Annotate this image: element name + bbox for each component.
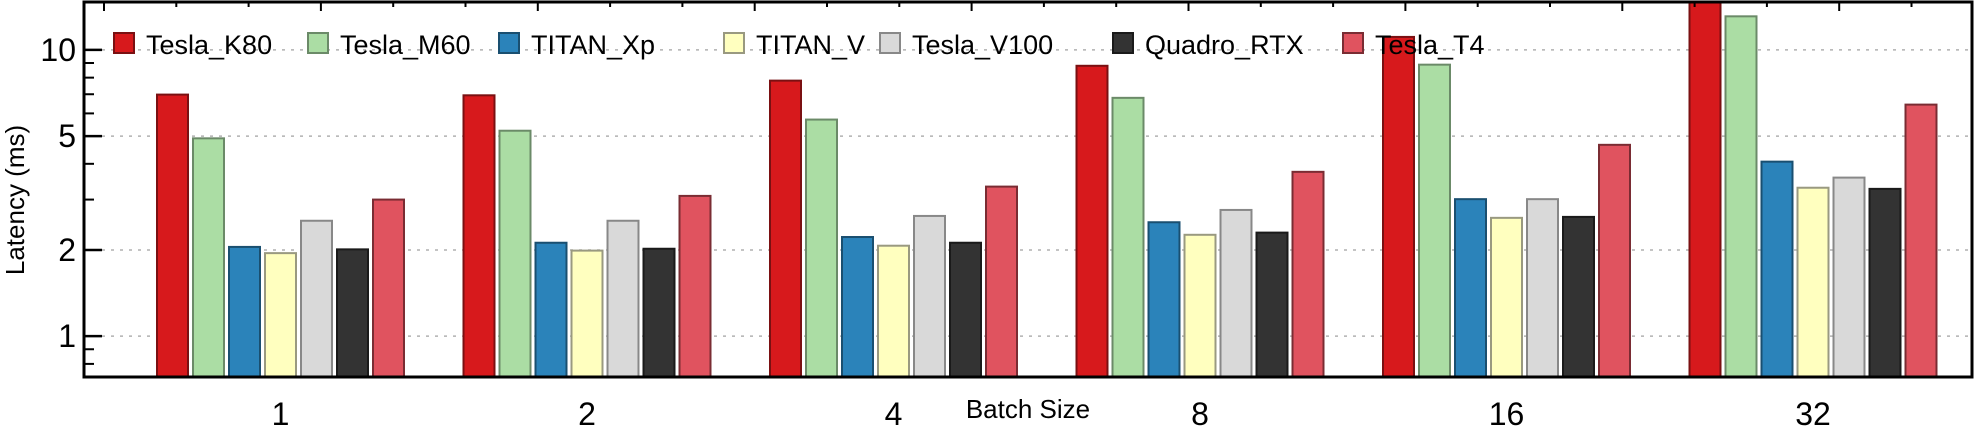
- bar-Quadro_RTX-2: [642, 247, 676, 378]
- legend-item-Tesla_M60: Tesla_M60: [307, 30, 471, 60]
- x-tick-label-32: 32: [1795, 396, 1831, 426]
- legend-swatch-Tesla_V100: [879, 32, 901, 54]
- legend-swatch-Tesla_K80: [113, 32, 135, 54]
- x-axis-title: Batch Size: [966, 394, 1090, 424]
- x-tick-labels: 1 2 4 8 16 32: [272, 396, 1831, 426]
- bar-Quadro_RTX-8: [1255, 231, 1289, 378]
- legend-label-TITAN_V: TITAN_V: [756, 30, 865, 60]
- plot-frame: [82, 0, 1974, 379]
- bar-Tesla_T4-4: [985, 185, 1018, 378]
- legend-label-Quadro_RTX: Quadro_RTX: [1145, 30, 1304, 60]
- bar-Tesla_V100-4: [913, 214, 946, 378]
- y-tick-label-1: 1: [58, 318, 76, 354]
- legend-label-Tesla_M60: Tesla_M60: [340, 30, 471, 60]
- x-tick-label-1: 1: [272, 396, 290, 426]
- bar-Quadro_RTX-4: [949, 241, 982, 378]
- bar-Tesla_M60-1: [192, 137, 225, 378]
- bar-Tesla_V100-2: [606, 219, 640, 378]
- bar-TITAN_Xp-32: [1760, 160, 1794, 378]
- bar-Quadro_RTX-32: [1868, 187, 1902, 378]
- bar-TITAN_V-32: [1796, 186, 1830, 378]
- legend-item-TITAN_Xp: TITAN_Xp: [498, 30, 655, 60]
- bar-Tesla_V100-32: [1832, 176, 1866, 378]
- legend-item-Tesla_K80: Tesla_K80: [113, 30, 272, 60]
- bar-TITAN_V-16: [1490, 216, 1523, 378]
- y-axis-title: Latency (ms): [0, 125, 30, 275]
- legend-swatch-TITAN_V: [723, 32, 745, 54]
- bar-TITAN_Xp-4: [841, 236, 874, 378]
- bar-Tesla_V100-16: [1526, 198, 1559, 378]
- bar-Tesla_M60-32: [1724, 15, 1758, 378]
- bar-Tesla_K80-1: [156, 93, 189, 379]
- bar-Tesla_V100-1: [300, 219, 333, 378]
- bar-Tesla_T4-8: [1291, 170, 1325, 378]
- bar-TITAN_Xp-1: [228, 245, 261, 378]
- x-tick-label-16: 16: [1489, 396, 1525, 426]
- legend-swatch-Tesla_T4: [1342, 32, 1364, 54]
- bar-Tesla_M60-16: [1418, 63, 1451, 379]
- legend-label-Tesla_T4: Tesla_T4: [1375, 30, 1485, 60]
- bar-Tesla_M60-8: [1111, 96, 1145, 379]
- bar-TITAN_Xp-8: [1147, 221, 1181, 378]
- bar-TITAN_V-2: [570, 249, 604, 378]
- y-tick-label-10: 10: [40, 32, 76, 68]
- bar-Quadro_RTX-16: [1562, 215, 1595, 378]
- bar-Tesla_T4-16: [1598, 143, 1631, 378]
- bar-TITAN_Xp-2: [534, 241, 568, 378]
- y-tick-label-5: 5: [58, 118, 76, 154]
- legend-swatch-Tesla_M60: [307, 32, 329, 54]
- bar-Tesla_V100-8: [1219, 208, 1253, 378]
- x-tick-label-4: 4: [885, 396, 903, 426]
- legend-item-Quadro_RTX: Quadro_RTX: [1112, 30, 1304, 60]
- bars: [156, 1, 1938, 379]
- bar-Quadro_RTX-1: [336, 248, 369, 379]
- legend: Tesla_K80 Tesla_M60 TITAN_Xp TITAN_V Tesla_V…: [113, 30, 1485, 60]
- legend-label-Tesla_K80: Tesla_K80: [146, 30, 272, 60]
- bar-TITAN_V-8: [1183, 233, 1217, 378]
- legend-swatch-TITAN_Xp: [498, 32, 520, 54]
- bar-TITAN_V-4: [877, 244, 910, 378]
- bar-Tesla_T4-32: [1904, 103, 1938, 378]
- axes: [82, 0, 1974, 379]
- bar-Tesla_K80-2: [462, 94, 496, 378]
- legend-item-TITAN_V: TITAN_V: [723, 30, 865, 60]
- bar-Tesla_M60-4: [805, 118, 838, 379]
- y-tick-label-2: 2: [58, 232, 76, 268]
- bar-Tesla_M60-2: [498, 129, 532, 378]
- bar-Tesla_K80-32: [1688, 1, 1722, 378]
- bar-Tesla_K80-4: [769, 79, 802, 378]
- legend-label-Tesla_V100: Tesla_V100: [912, 30, 1053, 60]
- legend-item-Tesla_T4: Tesla_T4: [1342, 30, 1485, 60]
- bar-Tesla_T4-2: [678, 194, 712, 378]
- bar-Tesla_K80-8: [1075, 64, 1109, 379]
- x-tick-label-2: 2: [578, 396, 596, 426]
- bar-Tesla_T4-1: [372, 198, 405, 378]
- legend-swatch-Quadro_RTX: [1112, 32, 1134, 54]
- y-tick-labels: 1 2 5 10: [40, 32, 76, 354]
- bar-TITAN_Xp-16: [1454, 198, 1487, 378]
- legend-item-Tesla_V100: Tesla_V100: [879, 30, 1053, 60]
- legend-label-TITAN_Xp: TITAN_Xp: [531, 30, 655, 60]
- bar-TITAN_V-1: [264, 252, 297, 378]
- x-tick-label-8: 8: [1191, 396, 1209, 426]
- bar-Tesla_K80-16: [1382, 35, 1415, 378]
